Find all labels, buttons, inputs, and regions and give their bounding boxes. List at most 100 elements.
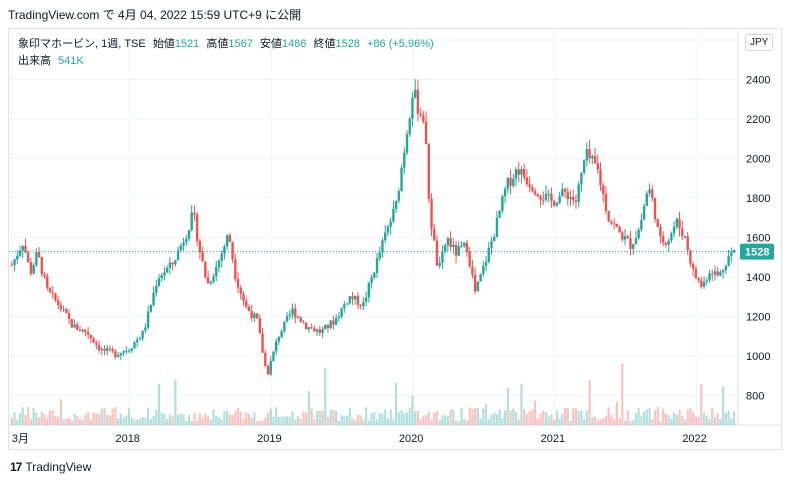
volume-bar — [305, 412, 308, 425]
volume-bar — [517, 419, 520, 425]
volume-bar — [403, 413, 406, 425]
volume-bar — [106, 414, 109, 425]
candle-body — [566, 191, 569, 199]
candle-body — [430, 198, 433, 229]
candle-body — [345, 303, 349, 305]
candle-body — [318, 329, 321, 333]
open-label: 始値 — [152, 38, 175, 50]
candle-body — [54, 293, 57, 301]
candle-body — [204, 261, 207, 278]
candle-body — [452, 244, 455, 247]
candle-body — [326, 324, 330, 329]
volume-bar — [78, 418, 82, 425]
volume-bar — [580, 410, 583, 425]
candle-body — [618, 226, 621, 233]
candle-body — [539, 196, 542, 200]
volume-bar — [310, 408, 313, 425]
candle-body — [206, 277, 210, 284]
currency-button[interactable]: JPY — [745, 34, 774, 51]
volume-bar — [318, 410, 321, 425]
candle-body — [84, 329, 87, 333]
candle-body — [337, 316, 341, 319]
volume-bar — [430, 419, 433, 425]
candle-body — [195, 214, 199, 241]
candle-body — [438, 262, 441, 266]
candle-body — [411, 97, 414, 119]
candle-body — [24, 245, 27, 253]
candle-body — [76, 324, 79, 330]
candle-body — [653, 198, 657, 220]
volume-bar — [498, 409, 501, 425]
candle-body — [626, 236, 629, 239]
last-price-label: 1528 — [745, 247, 769, 259]
candle-body — [258, 318, 262, 334]
candle-body — [569, 196, 572, 199]
volume-bar — [32, 408, 35, 425]
volume-bar — [615, 401, 618, 425]
candle-body — [234, 259, 237, 279]
candle-body — [125, 350, 128, 352]
volume-bar — [48, 410, 52, 425]
volume-bar — [193, 413, 196, 425]
candle-body — [299, 317, 302, 322]
candle-body — [35, 251, 38, 266]
volume-bar — [163, 413, 166, 425]
candle-body — [724, 265, 728, 271]
x-tick-label: 3月 — [12, 433, 29, 445]
candle-body — [209, 281, 212, 284]
candle-body — [661, 236, 665, 243]
candle-body — [155, 286, 158, 293]
candle-body — [471, 266, 474, 275]
volume-bar — [392, 419, 395, 425]
volume-bar — [27, 407, 30, 425]
low-label: 安値 — [259, 38, 282, 50]
candle-body — [378, 252, 381, 259]
candle-body — [334, 318, 338, 325]
volume-bar — [659, 420, 662, 425]
candle-body — [48, 287, 52, 292]
volume-bar — [51, 410, 54, 425]
candle-body — [86, 332, 90, 335]
volume-bar — [114, 407, 117, 425]
volume-bar — [645, 409, 648, 425]
candle-body — [520, 168, 523, 175]
candle-body — [255, 313, 259, 319]
volume-bar — [332, 409, 335, 425]
volume-bar — [326, 417, 330, 425]
volume-bar — [46, 417, 49, 425]
volume-bar — [468, 407, 471, 425]
volume-bar — [555, 410, 558, 425]
volume-bar — [40, 411, 43, 425]
volume-bar — [705, 415, 708, 425]
candle-body — [721, 270, 725, 273]
volume-bar — [732, 411, 736, 425]
volume-bar — [348, 407, 351, 425]
volume-bar — [299, 418, 302, 425]
volume-bar — [591, 417, 594, 425]
volume-bar — [340, 414, 343, 425]
candle-body — [629, 238, 632, 249]
candle-body — [261, 333, 264, 353]
candle-body — [482, 265, 485, 275]
volume-bar — [504, 409, 507, 425]
volume-value: 541K — [58, 55, 84, 67]
volume-bar — [683, 418, 687, 425]
volume-bar — [174, 379, 177, 425]
candle-body — [588, 149, 591, 159]
volume-bar — [422, 416, 425, 425]
candle-body — [201, 252, 204, 262]
candle-body — [304, 322, 308, 330]
volume-bar — [367, 420, 370, 425]
candle-body — [37, 251, 41, 258]
candle-body — [656, 219, 659, 227]
volume-bar — [168, 414, 172, 425]
volume-bar — [405, 412, 409, 425]
symbol-label: 象印マホービン, 1週, TSE — [18, 38, 146, 50]
volume-bar — [411, 395, 414, 425]
candle-body — [702, 281, 706, 287]
x-tick-label: 2021 — [541, 433, 565, 445]
candle-body — [223, 246, 226, 254]
candle-body — [247, 306, 251, 311]
volume-bar — [351, 417, 354, 425]
